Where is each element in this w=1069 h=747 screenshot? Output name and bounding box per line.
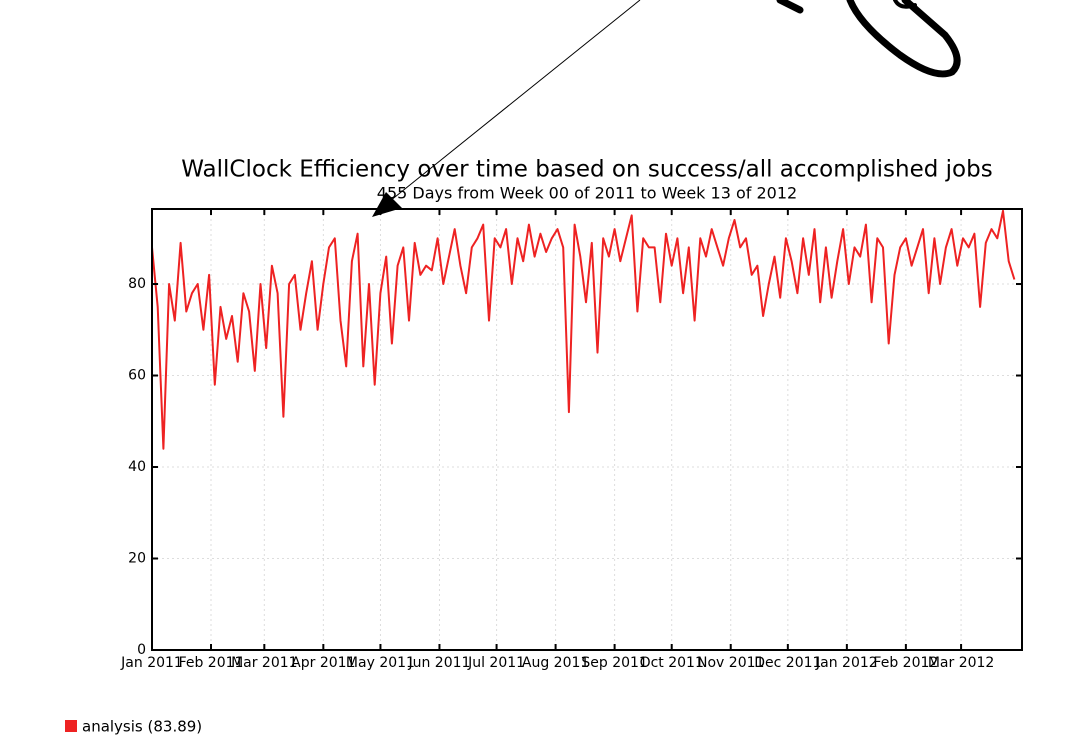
plot-frame bbox=[152, 209, 1022, 650]
y-tick-label: 40 bbox=[128, 459, 146, 475]
x-tick-label: May 2011 bbox=[346, 655, 415, 671]
legend: analysis (83.89) bbox=[65, 718, 202, 736]
x-tick-label: Dec 2011 bbox=[754, 655, 821, 671]
x-tick-label: Jul 2011 bbox=[467, 655, 525, 671]
data-line bbox=[152, 211, 1014, 449]
x-tick-label: Aug 2011 bbox=[522, 655, 589, 671]
y-tick-label: 80 bbox=[128, 276, 146, 292]
x-tick-label: Jan 2011 bbox=[120, 655, 183, 671]
y-tick-label: 20 bbox=[128, 551, 146, 567]
y-tick-label: 60 bbox=[128, 368, 146, 384]
decoration bbox=[780, 0, 957, 74]
legend-swatch bbox=[65, 720, 77, 732]
chart-subtitle: 455 Days from Week 00 of 2011 to Week 13… bbox=[377, 184, 797, 203]
x-tick-label: Oct 2011 bbox=[640, 655, 704, 671]
chart: WallClock Efficiency over time based on … bbox=[0, 0, 1069, 747]
x-tick-label: Jan 2012 bbox=[815, 655, 878, 671]
x-tick-label: Mar 2011 bbox=[231, 655, 298, 671]
x-tick-label: Mar 2012 bbox=[928, 655, 995, 671]
x-tick-label: Sep 2011 bbox=[581, 655, 647, 671]
legend-label: analysis (83.89) bbox=[82, 718, 202, 736]
x-tick-label: Jun 2011 bbox=[407, 655, 470, 671]
chart-title: WallClock Efficiency over time based on … bbox=[181, 157, 992, 183]
